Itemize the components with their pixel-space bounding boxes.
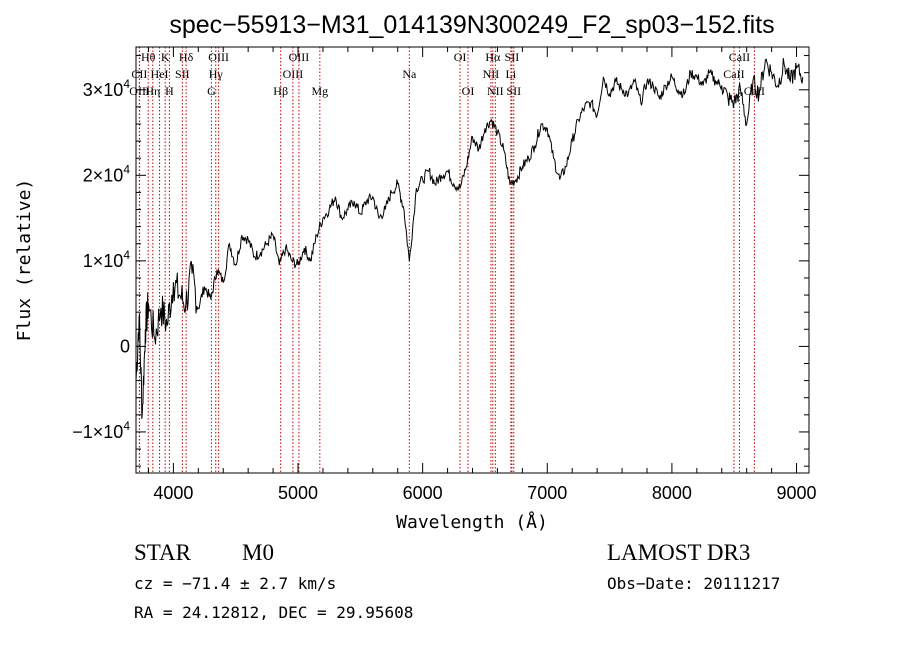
spectral-line-label: Mg	[311, 84, 328, 98]
spectral-line-label: CaII	[729, 50, 750, 64]
spectral-line-label: OIII	[289, 50, 310, 64]
y-tick-label: 0	[120, 336, 130, 356]
y-tick-label: 3×104	[83, 77, 131, 100]
spectral-line-label: CII	[131, 67, 147, 81]
survey-name: LAMOST DR3	[607, 540, 751, 565]
x-tick-label: 6000	[403, 483, 443, 503]
spectral-lines	[138, 47, 755, 473]
spectral-line-label: Li	[506, 67, 517, 81]
object-subclass: M0	[242, 540, 274, 565]
x-tick-label: 7000	[527, 483, 567, 503]
chart-title: spec−55913−M31_014139N300249_F2_sp03−152…	[169, 11, 774, 39]
spectral-line-label: Hη	[145, 84, 160, 98]
spectral-line-label: OI	[462, 84, 475, 98]
x-tick-label: 9000	[777, 483, 817, 503]
object-class: STAR	[134, 540, 191, 565]
line-labels: Hθ K Hδ OIII OIII OI Hα SII CaII CII HeI SII Hγ OIII N…	[129, 50, 765, 98]
spectral-line-label: SII	[506, 84, 521, 98]
spectral-line-label: Na	[402, 67, 417, 81]
y-tick-label: −1×104	[72, 419, 130, 442]
spectral-line-label: OIII	[208, 50, 229, 64]
redshift-value: cz = −71.4 ± 2.7 km/s	[134, 574, 337, 593]
spectral-line-label: OI	[454, 50, 467, 64]
y-axis-label: Flux (relative)	[14, 179, 35, 342]
spectral-line-label: NII	[483, 67, 500, 81]
x-tick-label: 8000	[652, 483, 692, 503]
x-axis-label: Wavelength (Å)	[396, 511, 548, 533]
spectral-line-label: Hα	[485, 50, 501, 64]
spectral-line-label: OIII	[283, 67, 304, 81]
spectral-line-label: H	[165, 84, 174, 98]
spectral-line-label: CaII	[723, 67, 744, 81]
spectral-line-label: Hβ	[273, 84, 288, 98]
spectral-line-label: Hδ	[179, 50, 194, 64]
spectrum-layer	[135, 58, 804, 419]
y-tick-label: 1×104	[83, 248, 131, 271]
spectral-line-label: NII	[487, 84, 504, 98]
coordinates: RA = 24.12812, DEC = 29.95608	[134, 603, 414, 622]
spectral-line-label: Hθ	[141, 50, 156, 64]
axis-ticks: 4000 5000 6000 7000 8000 9000 −1×104 0 1×104 2×10…	[72, 47, 817, 503]
observation-date: Obs−Date: 20111217	[607, 574, 781, 593]
spectral-line-label: CaII	[744, 84, 765, 98]
spectral-line-label: G	[207, 84, 216, 98]
spectrum-series-line	[135, 58, 804, 419]
spectral-line-label: SII	[505, 50, 520, 64]
spectral-line-label: OIII	[129, 84, 150, 98]
x-tick-label: 5000	[278, 483, 318, 503]
y-tick-label: 2×104	[83, 162, 131, 185]
spectral-line-label: SII	[175, 67, 190, 81]
spectral-line-label: Hγ	[209, 67, 224, 81]
spectral-line-label: K	[161, 50, 170, 64]
spectral-line-label: HeI	[151, 67, 169, 81]
x-tick-label: 4000	[153, 483, 193, 503]
